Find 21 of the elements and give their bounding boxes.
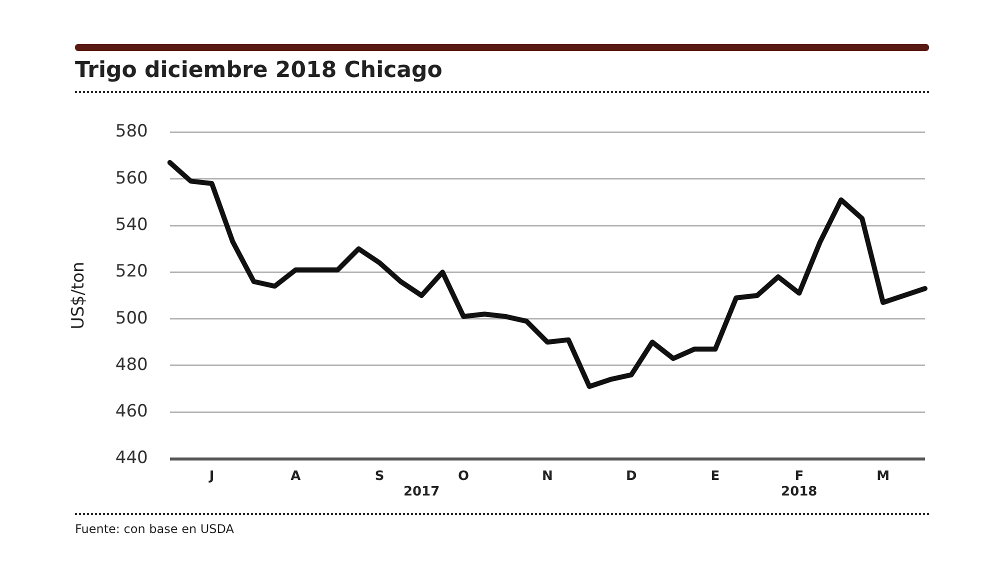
x-tick-label: F 2018 [781,468,818,500]
x-tick-label: 2017 [403,484,440,500]
x-tick-label: D [626,468,637,484]
y-tick-label: 560 [115,168,148,188]
x-tick-label: O [458,468,470,484]
y-tick-label: 480 [115,354,148,375]
y-tick-label: 440 [115,448,148,468]
chart-title: Trigo diciembre 2018 Chicago [75,58,442,83]
y-tick-label: 460 [115,402,148,422]
y-tick-label: 520 [115,262,148,282]
x-tick-label: N [542,468,553,484]
y-tick-label: 540 [115,214,148,235]
x-tick-label: E [710,468,720,484]
x-tick-label: A [290,468,301,484]
x-tick-label: S [374,468,384,484]
y-axis-title: US$/ton [68,262,89,330]
source-note: Fuente: con base en USDA [75,522,234,536]
x-tick-label: M [876,468,890,484]
y-tick-label: 500 [115,308,148,328]
y-tick-label: 580 [115,122,148,142]
x-tick-label: J [208,468,214,484]
